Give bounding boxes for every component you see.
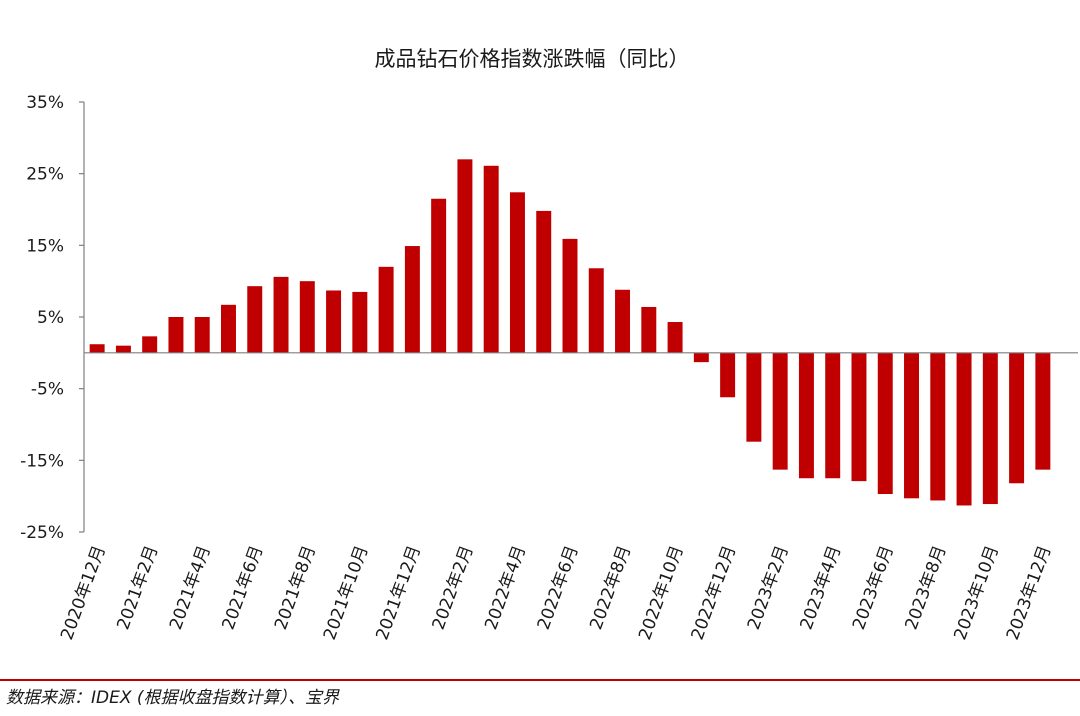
bar bbox=[904, 352, 919, 499]
bar bbox=[457, 159, 473, 353]
x-tick-label: 2021年6月 bbox=[219, 543, 268, 633]
bar bbox=[851, 352, 867, 482]
bar bbox=[562, 238, 578, 353]
bar bbox=[89, 344, 105, 353]
bar bbox=[483, 165, 499, 353]
bar bbox=[378, 266, 394, 353]
x-tick-label: 2022年2月 bbox=[429, 543, 478, 633]
y-tick-label: 5% bbox=[37, 308, 64, 328]
x-tick-label: 2022年10月 bbox=[635, 543, 688, 643]
x-tick-label: 2022年8月 bbox=[586, 543, 635, 633]
x-tick-label: 2023年8月 bbox=[902, 543, 951, 633]
bar bbox=[326, 290, 342, 353]
bars bbox=[89, 159, 1051, 506]
bar bbox=[693, 352, 709, 363]
y-tick-label: 15% bbox=[26, 236, 64, 256]
bar bbox=[956, 352, 972, 506]
x-tick-label: 2021年2月 bbox=[113, 543, 162, 633]
bar bbox=[273, 276, 289, 353]
x-tick-label: 2023年2月 bbox=[744, 543, 793, 633]
x-tick-label: 2022年4月 bbox=[481, 543, 530, 633]
y-tick-label: -25% bbox=[20, 523, 64, 543]
bar bbox=[667, 322, 683, 353]
bar bbox=[772, 352, 788, 470]
y-tick-label: 25% bbox=[26, 165, 64, 185]
bar bbox=[194, 317, 210, 353]
bar bbox=[877, 352, 893, 495]
source-note: 数据来源：IDEX (根据收盘指数计算）、宝界 bbox=[6, 688, 340, 708]
x-tick-label: 2021年4月 bbox=[166, 543, 215, 633]
bar bbox=[299, 281, 315, 353]
y-tick-label: -15% bbox=[20, 451, 64, 471]
x-axis: 2020年12月 2021年2月 2021年4月 2021年6月 2021年8月 2021… bbox=[57, 543, 1055, 643]
bar bbox=[352, 291, 368, 353]
x-tick-label: 2021年12月 bbox=[372, 543, 425, 643]
x-tick-label: 2021年8月 bbox=[271, 543, 320, 633]
bar bbox=[930, 352, 946, 501]
bar bbox=[825, 352, 841, 479]
bar bbox=[168, 317, 184, 353]
bar bbox=[1035, 352, 1051, 470]
x-tick-label: 2023年4月 bbox=[796, 543, 845, 633]
bar bbox=[720, 352, 736, 398]
chart-title: 成品钻石价格指数涨跌幅（同比） bbox=[375, 47, 690, 71]
y-axis: 35% 25% 15% 5% -5% -15% -25% bbox=[20, 93, 85, 543]
bar bbox=[404, 246, 420, 353]
x-tick-label: 2020年12月 bbox=[57, 543, 110, 643]
bar bbox=[1009, 352, 1025, 484]
x-tick-label: 2021年10月 bbox=[320, 543, 373, 643]
bar bbox=[982, 352, 998, 505]
x-tick-label: 2023年6月 bbox=[849, 543, 898, 633]
y-tick-label: -5% bbox=[31, 380, 64, 400]
bar bbox=[115, 345, 131, 353]
x-tick-label: 2022年6月 bbox=[534, 543, 583, 633]
bar bbox=[588, 268, 604, 353]
bar bbox=[142, 336, 158, 353]
y-tick-label: 35% bbox=[26, 93, 64, 113]
bar bbox=[641, 306, 657, 353]
x-tick-label: 2023年12月 bbox=[1003, 543, 1056, 643]
bar bbox=[247, 286, 263, 353]
bar bbox=[746, 352, 762, 442]
bar bbox=[431, 198, 447, 353]
bar bbox=[615, 289, 631, 353]
x-tick-label: 2022年12月 bbox=[688, 543, 741, 643]
bar bbox=[536, 210, 552, 353]
x-tick-label: 2023年10月 bbox=[950, 543, 1003, 643]
bar bbox=[221, 304, 236, 353]
bar bbox=[798, 352, 814, 479]
bar bbox=[509, 192, 525, 353]
